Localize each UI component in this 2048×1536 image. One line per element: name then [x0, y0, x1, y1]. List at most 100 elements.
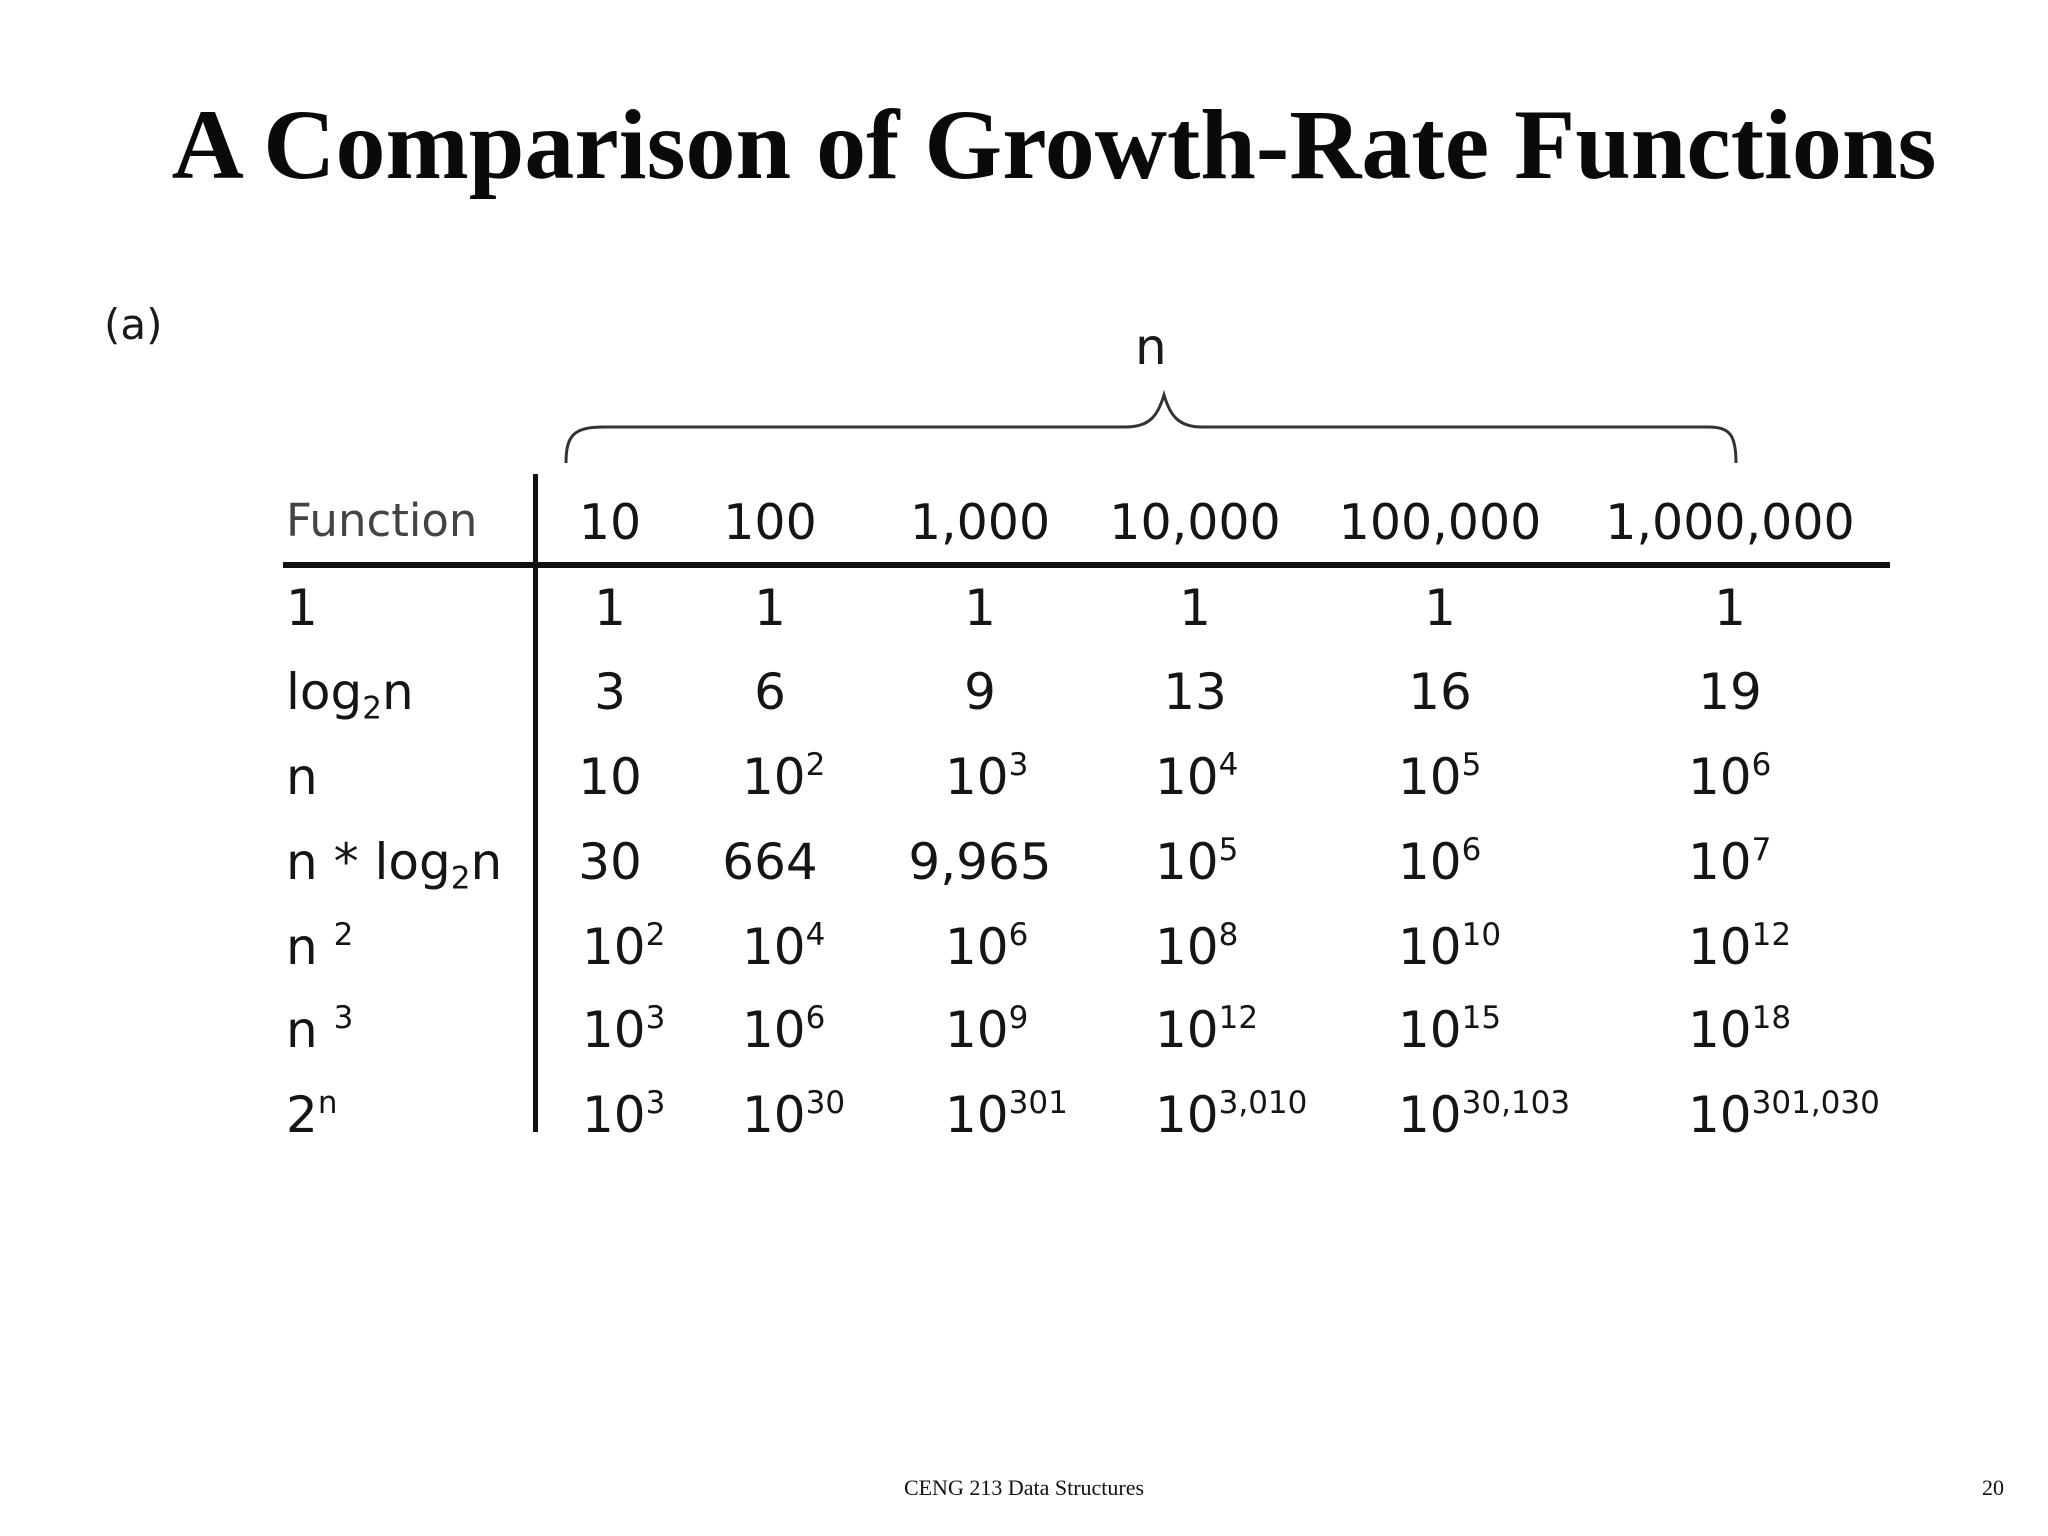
- table-cell: 103: [582, 1002, 665, 1055]
- table-cell: 104: [742, 919, 825, 972]
- table-cell: 10301: [945, 1087, 1068, 1140]
- column-header: 100: [723, 494, 817, 551]
- cell-exponent: 5: [1218, 831, 1239, 868]
- cell-base: 10: [1398, 918, 1462, 976]
- cell-base: 10: [582, 1001, 646, 1059]
- cell-base: 10: [1688, 1086, 1752, 1144]
- cell-value: 3: [594, 663, 626, 721]
- row-label-main: n: [286, 918, 334, 976]
- row-label-main: n * log: [286, 833, 451, 891]
- cell-exponent: 5: [1461, 746, 1482, 783]
- row-label-main: n: [286, 1001, 334, 1059]
- table-cell: 10: [578, 752, 642, 802]
- cell-exponent: 4: [805, 916, 826, 953]
- table-cell: 1: [1179, 583, 1211, 633]
- cell-base: 10: [1398, 1086, 1462, 1144]
- row-label-superscript: 2: [333, 916, 354, 953]
- cell-exponent: 12: [1751, 916, 1792, 953]
- cell-exponent: 4: [1218, 746, 1239, 783]
- table-cell: 104: [1155, 749, 1238, 802]
- cell-exponent: 9: [1008, 999, 1029, 1036]
- cell-base: 10: [742, 748, 806, 806]
- row-label-tail: n: [470, 833, 503, 891]
- cell-base: 10: [1155, 918, 1219, 976]
- table-cell: 1: [594, 583, 626, 633]
- row-label: log2n: [286, 667, 414, 724]
- cell-exponent: 301: [1008, 1084, 1068, 1121]
- table-cell: 106: [1398, 834, 1481, 887]
- cell-base: 10: [1155, 748, 1219, 806]
- table-cell: 9: [964, 667, 996, 717]
- cell-exponent: 2: [805, 746, 826, 783]
- table-cell: 1: [754, 583, 786, 633]
- cell-exponent: 7: [1751, 831, 1772, 868]
- row-label-superscript: n: [317, 1084, 338, 1121]
- cell-base: 10: [1155, 833, 1219, 891]
- cell-exponent: 30: [805, 1084, 846, 1121]
- function-header: Function: [286, 494, 478, 547]
- cell-value: 30: [578, 833, 642, 891]
- cell-value: 1: [1179, 579, 1211, 637]
- table-vertical-rule: [533, 474, 538, 1132]
- row-label: 2n: [286, 1087, 337, 1140]
- cell-value: 1: [594, 579, 626, 637]
- cell-value: 9: [964, 663, 996, 721]
- cell-exponent: 6: [805, 999, 826, 1036]
- cell-exponent: 301,030: [1751, 1084, 1880, 1121]
- row-label-main: 2: [286, 1086, 318, 1144]
- cell-exponent: 12: [1218, 999, 1259, 1036]
- row-label-main: 1: [286, 579, 318, 637]
- table-cell: 107: [1688, 834, 1771, 887]
- table-cell: 30: [578, 837, 642, 887]
- cell-value: 19: [1698, 663, 1762, 721]
- column-header: 100,000: [1338, 494, 1542, 551]
- table-cell: 1010: [1398, 919, 1501, 972]
- cell-base: 10: [1688, 918, 1752, 976]
- table-cell: 1030: [742, 1087, 845, 1140]
- cell-value: 13: [1163, 663, 1227, 721]
- cell-exponent: 30,103: [1461, 1084, 1571, 1121]
- cell-exponent: 10: [1461, 916, 1502, 953]
- column-header: 1,000,000: [1605, 494, 1855, 551]
- cell-exponent: 3,010: [1218, 1084, 1308, 1121]
- cell-base: 10: [1688, 748, 1752, 806]
- cell-value: 6: [754, 663, 786, 721]
- cell-exponent: 3: [1008, 746, 1029, 783]
- cell-base: 10: [945, 748, 1009, 806]
- table-cell: 1018: [1688, 1002, 1791, 1055]
- cell-base: 10: [742, 1086, 806, 1144]
- table-cell: 10301,030: [1688, 1087, 1880, 1140]
- cell-value: 664: [722, 833, 818, 891]
- table-cell: 109: [945, 1002, 1028, 1055]
- table-cell: 1: [964, 583, 996, 633]
- table-cell: 106: [1688, 749, 1771, 802]
- cell-base: 10: [945, 1086, 1009, 1144]
- row-label: 1: [286, 583, 318, 633]
- n-brace: [564, 389, 1738, 464]
- row-label: n 2: [286, 919, 353, 972]
- table-cell: 1012: [1688, 919, 1791, 972]
- cell-exponent: 18: [1751, 999, 1792, 1036]
- table-cell: 103: [945, 749, 1028, 802]
- row-label-superscript: 3: [333, 999, 354, 1036]
- table-cell: 1015: [1398, 1002, 1501, 1055]
- cell-base: 10: [582, 918, 646, 976]
- table-cell: 13: [1163, 667, 1227, 717]
- table-cell: 9,965: [908, 837, 1051, 887]
- table-cell: 102: [582, 919, 665, 972]
- cell-value: 1: [1714, 579, 1746, 637]
- cell-exponent: 6: [1008, 916, 1029, 953]
- cell-base: 10: [1398, 833, 1462, 891]
- cell-exponent: 2: [645, 916, 666, 953]
- cell-base: 10: [742, 918, 806, 976]
- table-header-rule: [283, 562, 1890, 568]
- table-cell: 103,010: [1155, 1087, 1307, 1140]
- table-cell: 102: [742, 749, 825, 802]
- row-label-main: n: [286, 748, 318, 806]
- row-label-subscript: 2: [362, 690, 382, 727]
- cell-base: 10: [1688, 1001, 1752, 1059]
- table-cell: 19: [1698, 667, 1762, 717]
- table-cell: 106: [742, 1002, 825, 1055]
- table-cell: 1: [1714, 583, 1746, 633]
- table-cell: 664: [722, 837, 817, 887]
